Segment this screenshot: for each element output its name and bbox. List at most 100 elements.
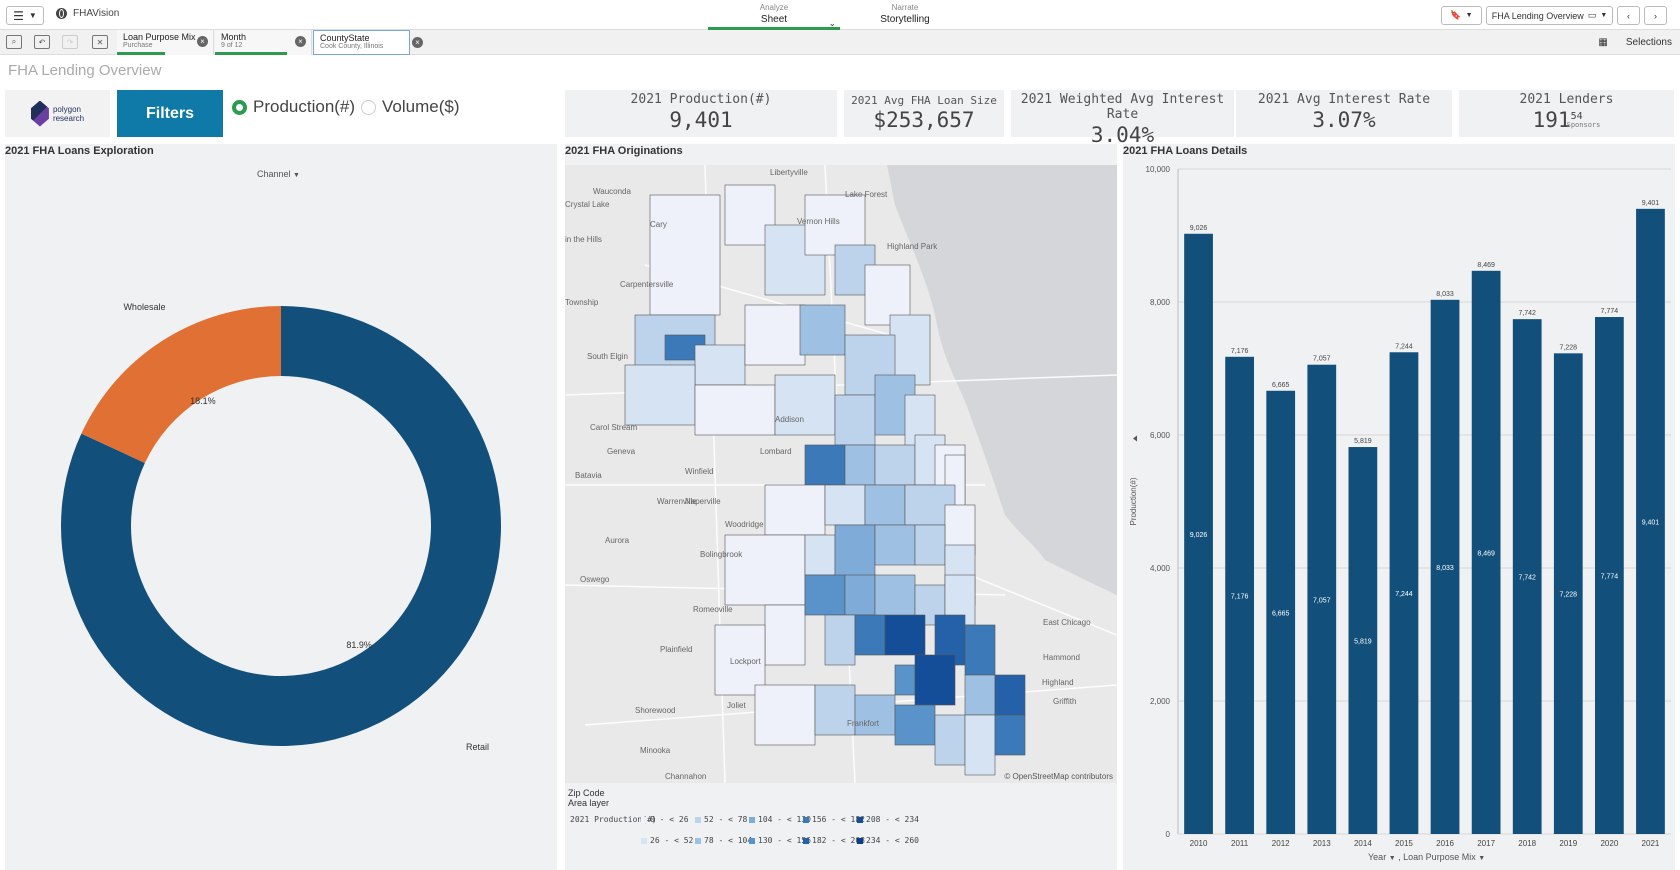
zip-region[interactable]: [714, 624, 766, 696]
zip-region[interactable]: [854, 694, 896, 736]
donut-slice-retail[interactable]: [61, 306, 501, 747]
bar-2016[interactable]: [1430, 299, 1460, 834]
zip-region[interactable]: [914, 654, 956, 706]
selection-chip-month[interactable]: Month 9 of 12 ×: [215, 30, 312, 55]
map-place-label: Highland: [1042, 678, 1074, 687]
dimension-selector[interactable]: Channel ▼: [257, 169, 300, 179]
bar-2010[interactable]: [1184, 233, 1213, 834]
zip-region[interactable]: [894, 664, 916, 696]
bar-2019[interactable]: [1553, 353, 1583, 834]
zip-region[interactable]: [754, 684, 816, 746]
zip-region[interactable]: [774, 374, 836, 436]
kpi-title: 2021 Lenders: [1519, 92, 1614, 107]
donut-chart[interactable]: 81.9% Retail 18.1% Wholesale: [5, 144, 557, 870]
zip-region[interactable]: [844, 444, 876, 486]
map-place-label: Lombard: [760, 447, 792, 456]
map-place-label: Winfield: [685, 467, 714, 476]
zip-region[interactable]: [799, 304, 846, 356]
donut-panel[interactable]: 2021 FHA Loans Exploration Channel ▼ 81.…: [5, 144, 557, 870]
kpi-lenders[interactable]: 2021 Lenders 19154Sponsors: [1459, 90, 1674, 137]
step-forward-button[interactable]: ↷: [62, 35, 78, 49]
chevron-down-icon[interactable]: ⌄: [828, 18, 836, 28]
bar-2014[interactable]: [1348, 447, 1378, 834]
selections-tool[interactable]: ▦ Selections: [1598, 37, 1672, 48]
zip-region[interactable]: [824, 614, 856, 666]
legend-swatch: [695, 816, 701, 823]
bookmark-button[interactable]: 🔖 ▼: [1441, 6, 1482, 25]
app-title[interactable]: FHAVision: [56, 8, 119, 19]
zip-region[interactable]: [914, 524, 946, 566]
bar-chart[interactable]: 0 2,000 4,000 6,000 8,000 10,000 Production(#)…: [1123, 144, 1675, 870]
zip-region[interactable]: [834, 394, 876, 446]
radio-production[interactable]: Production(#): [232, 97, 355, 117]
map-place-label: Lake Forest: [845, 190, 888, 199]
zip-region[interactable]: [864, 484, 906, 526]
zip-region[interactable]: [824, 484, 866, 526]
x-dimension-selector[interactable]: Year ▼ , Loan Purpose Mix ▼: [1368, 852, 1485, 862]
bar-2017[interactable]: [1471, 270, 1501, 834]
zip-region[interactable]: [854, 614, 886, 656]
zip-region[interactable]: [724, 534, 806, 606]
zip-region[interactable]: [994, 714, 1026, 756]
app-name-label: FHAVision: [73, 8, 120, 19]
zip-region[interactable]: [889, 314, 931, 386]
zip-region[interactable]: [884, 614, 926, 656]
filters-button[interactable]: Filters: [117, 90, 223, 137]
map-canvas[interactable]: [565, 165, 1117, 783]
close-icon[interactable]: ×: [412, 37, 423, 48]
sheet-selector[interactable]: FHA Lending Overview ▭ ▼: [1486, 6, 1613, 25]
zip-region[interactable]: [744, 304, 806, 366]
previous-sheet-button[interactable]: ‹: [1617, 6, 1640, 25]
hamburger-menu-button[interactable]: ☰ ▼: [6, 6, 44, 25]
zip-region[interactable]: [804, 574, 846, 616]
kpi-avg-loan-size[interactable]: 2021 Avg FHA Loan Size $253,657: [844, 90, 1004, 137]
bar-chart-panel[interactable]: 2021 FHA Loans Details 0 2,000 4,000 6,000 8…: [1123, 144, 1675, 870]
bar-2011[interactable]: [1225, 356, 1255, 834]
zip-region[interactable]: [874, 524, 916, 566]
zip-region[interactable]: [649, 194, 721, 316]
zip-region[interactable]: [694, 344, 746, 386]
bar-2018[interactable]: [1512, 319, 1542, 834]
zip-region[interactable]: [964, 714, 996, 776]
donut-slice-wholesale[interactable]: [81, 306, 281, 463]
zip-region[interactable]: [694, 384, 776, 436]
zip-region[interactable]: [624, 364, 696, 426]
kpi-weighted-avg-rate[interactable]: 2021 Weighted Avg Interest Rate 3.04%: [1011, 90, 1234, 147]
close-icon[interactable]: ×: [197, 36, 208, 47]
close-icon[interactable]: ×: [295, 36, 306, 47]
zip-region[interactable]: [724, 184, 776, 246]
bar-value-label: 7,244: [1395, 343, 1413, 350]
step-back-button[interactable]: ↶: [34, 35, 50, 49]
zip-region[interactable]: [894, 704, 936, 746]
zip-region[interactable]: [804, 534, 836, 576]
smart-search-button[interactable]: ⌕: [6, 35, 22, 49]
selection-chip-loan-purpose[interactable]: Loan Purpose Mix Purchase ×: [117, 30, 214, 55]
next-sheet-button[interactable]: ›: [1644, 6, 1667, 25]
zip-region[interactable]: [844, 574, 876, 616]
zip-region[interactable]: [764, 484, 826, 536]
sheet-title: FHA Lending Overview: [8, 62, 162, 79]
zip-region[interactable]: [934, 714, 966, 766]
zip-region[interactable]: [994, 674, 1026, 716]
kpi-production[interactable]: 2021 Production(#) 9,401: [565, 90, 837, 137]
selection-chip-countystate[interactable]: CountyState Cook County, Illinois ×: [313, 30, 423, 55]
map-view[interactable]: Libertyville Wauconda Crystal Lake Lake For…: [565, 165, 1117, 783]
radio-volume[interactable]: Volume($): [361, 97, 459, 117]
bar-2020[interactable]: [1594, 317, 1624, 834]
zip-code-regions[interactable]: [624, 184, 1026, 776]
zip-region[interactable]: [804, 444, 846, 486]
tab-caption: Narrate: [891, 3, 919, 12]
zip-region[interactable]: [874, 444, 916, 486]
tab-analyze-sheet[interactable]: Analyze Sheet ⌄: [708, 3, 840, 30]
zip-region[interactable]: [764, 604, 806, 666]
clear-all-button[interactable]: ✕: [92, 35, 108, 49]
map-place-label: Warrenville: [657, 497, 697, 506]
bar-2012[interactable]: [1266, 390, 1296, 834]
bar-2021[interactable]: [1636, 208, 1665, 834]
tab-narrate-storytelling[interactable]: Narrate Storytelling: [855, 3, 955, 25]
bar-2015[interactable]: [1389, 352, 1419, 834]
zip-region[interactable]: [964, 624, 996, 676]
bar-2013[interactable]: [1307, 364, 1337, 834]
zip-region[interactable]: [964, 674, 996, 716]
kpi-avg-interest-rate[interactable]: 2021 Avg Interest Rate 3.07%: [1236, 90, 1452, 137]
